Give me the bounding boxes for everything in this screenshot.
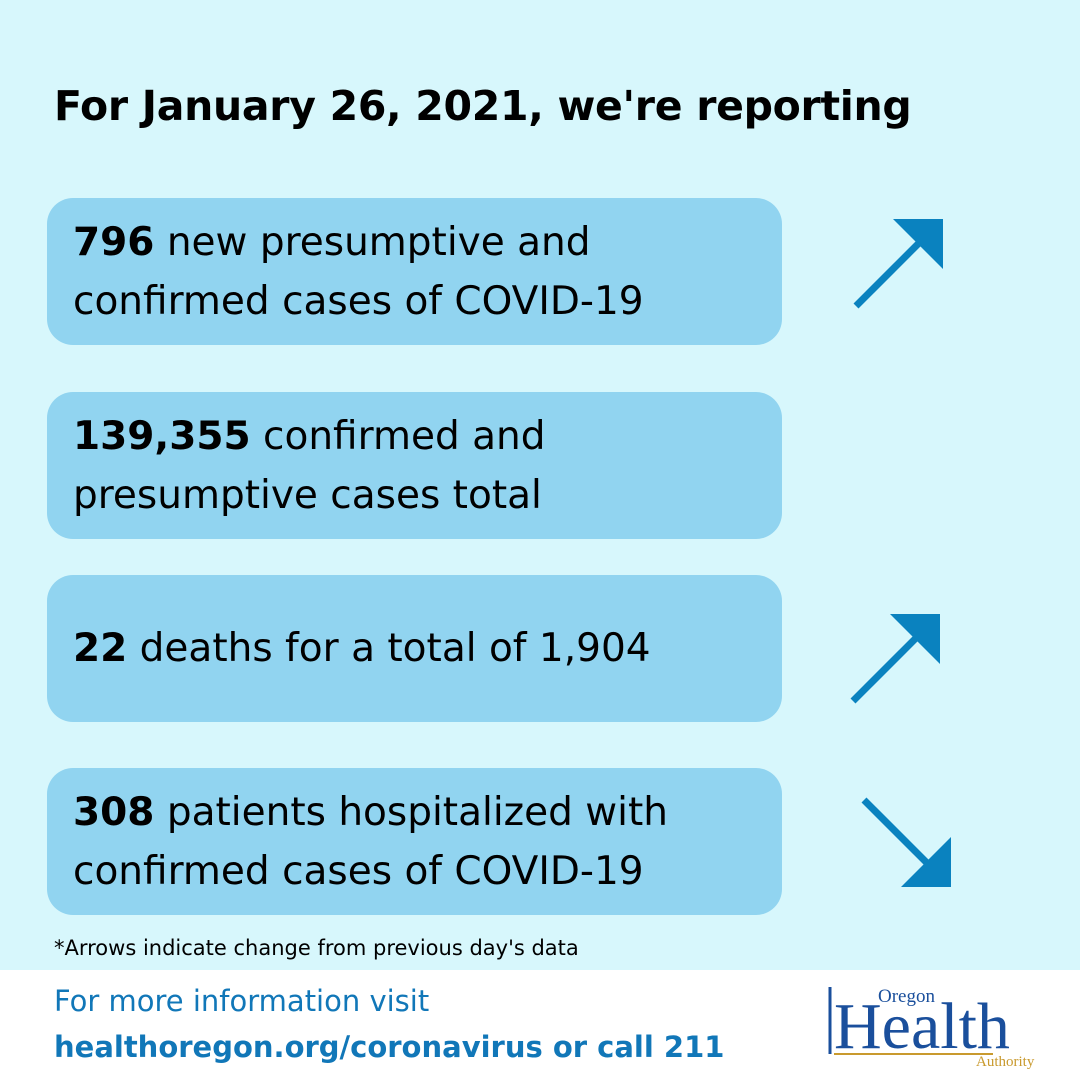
stat-number: 139,355 [73,413,251,459]
stat-card-deaths: 22 deaths for a total of 1,904 [47,575,782,722]
svg-text:Oregon: Oregon [878,986,935,1007]
info-link[interactable]: healthoregon.org/coronavirus or call 211 [54,1030,725,1064]
stat-number: 796 [73,219,155,265]
stat-label-line2: confirmed cases of COVID-19 [73,848,644,894]
footnote: *Arrows indicate change from previous da… [54,936,579,960]
stat-label-line2: presumptive cases total [73,472,542,518]
stat-card-new-cases: 796 new presumptive and confirmed cases … [47,198,782,345]
footer: For more information visit healthoregon.… [0,970,1080,1080]
stat-text: 22 deaths for a total of 1,904 [73,619,651,678]
stat-text: 308 patients hospitalized with confirmed… [73,783,668,901]
stat-label-line1: new presumptive and [154,219,591,265]
stat-text: 139,355 confirmed and presumptive cases … [73,407,545,525]
arrow-up-right-icon [853,219,943,309]
more-info-text: For more information visit [54,984,430,1018]
stat-card-total-cases: 139,355 confirmed and presumptive cases … [47,392,782,539]
stat-number: 22 [73,626,128,671]
stat-number: 308 [73,789,155,835]
headline: For January 26, 2021, we're reporting [54,82,912,130]
arrow-up-right-icon [850,614,940,704]
stat-label-line2: confirmed cases of COVID-19 [73,278,644,324]
stat-text: 796 new presumptive and confirmed cases … [73,213,644,331]
stat-label-line1: patients hospitalized with [154,789,669,835]
stat-label-line1: deaths for a total of 1,904 [127,626,651,671]
oregon-health-authority-logo: Oregon Health Authority [828,986,1035,1070]
arrow-down-right-icon [861,797,951,887]
stat-label-line1: confirmed and [250,413,546,459]
svg-text:Authority: Authority [976,1054,1035,1070]
svg-text:Health: Health [834,990,1010,1063]
stat-card-hospitalized: 308 patients hospitalized with confirmed… [47,768,782,915]
